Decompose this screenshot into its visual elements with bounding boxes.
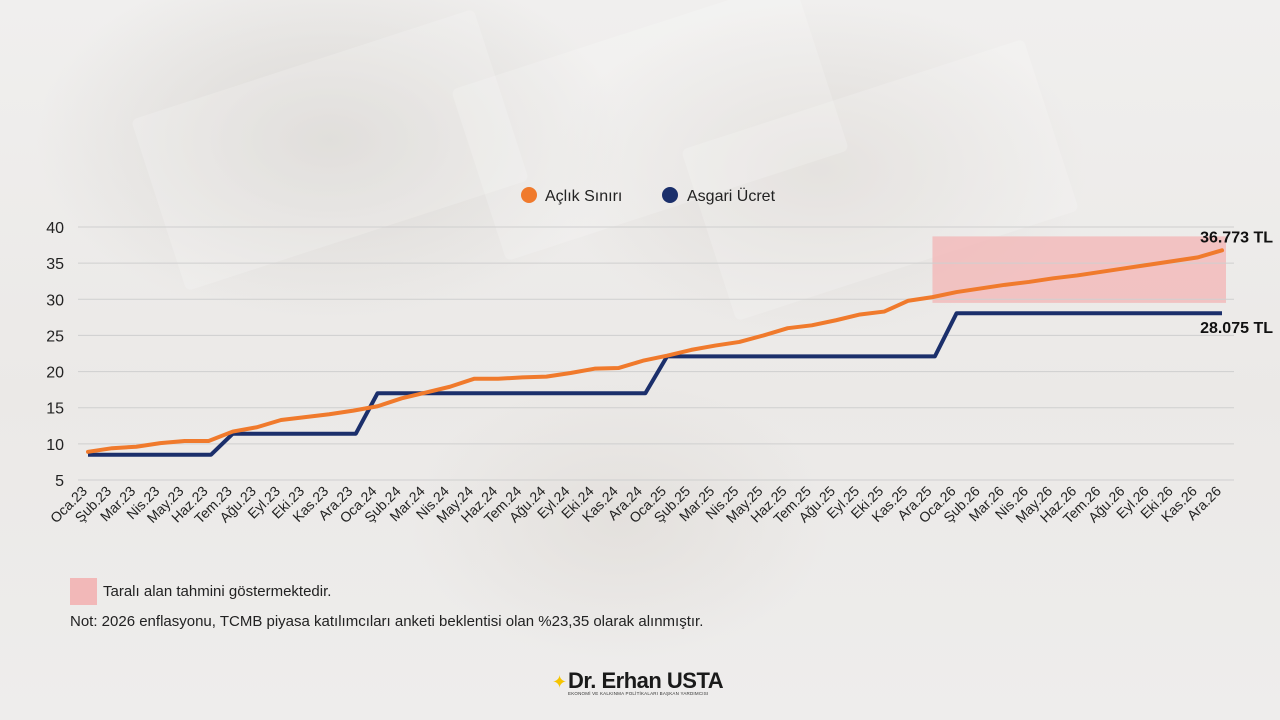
y-tick-label: 5	[55, 473, 64, 490]
y-tick-label: 25	[46, 328, 64, 345]
legend-item-asgari-ucret-marker	[662, 187, 678, 203]
y-tick-label: 20	[46, 365, 64, 382]
logo-name: Dr. Erhan USTA	[568, 668, 724, 693]
footnote-note: Not: 2026 enflasyonu, TCMB piyasa katılı…	[70, 613, 704, 630]
series-line-asgari-ucret	[88, 311, 1222, 457]
legend-item-asgari-ucret-label: Asgari Ücret	[687, 187, 776, 205]
y-tick-label: 40	[46, 220, 64, 237]
forecast-legend-text: Taralı alan tahmini göstermektedir.	[103, 583, 332, 600]
legend-item-aclik-siniri-label: Açlık Sınırı	[545, 188, 622, 205]
y-tick-label: 30	[46, 292, 64, 309]
author-logo: ✦ Dr. Erhan USTA EKONOMİ VE KALKINMA POL…	[552, 668, 742, 708]
star-icon: ✦	[552, 672, 568, 692]
series-line-aclik-siniri	[86, 248, 1224, 454]
legend-item-aclik-siniri-marker	[521, 187, 537, 203]
forecast-legend-swatch	[70, 578, 97, 605]
logo-tagline: EKONOMİ VE KALKINMA POLİTİKALARI BAŞKAN …	[568, 691, 709, 696]
end-label-aclik-siniri: 36.773 TL	[1200, 229, 1273, 246]
y-tick-label: 35	[46, 256, 64, 273]
forecast-band	[932, 236, 1226, 303]
end-label-asgari-ucret: 28.075 TL	[1200, 320, 1273, 337]
y-tick-label: 15	[46, 401, 64, 418]
y-tick-label: 10	[46, 437, 64, 454]
